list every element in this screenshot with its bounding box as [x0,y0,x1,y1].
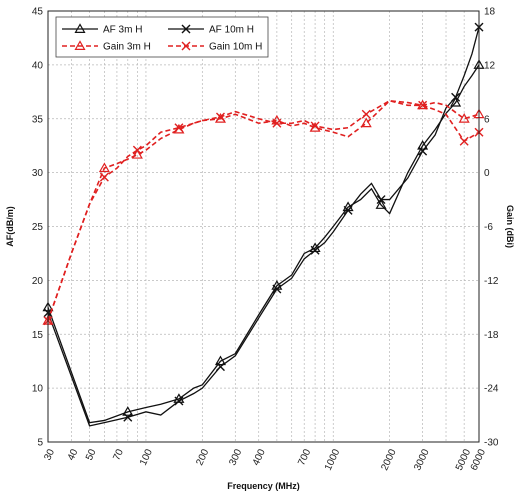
series-line [47,99,480,322]
y-left-tick-label: 35 [32,114,44,125]
y-axis-right-label: Gain (dBi) [505,205,515,248]
data-point [376,195,386,205]
data-point [361,109,371,119]
data-point [215,362,225,372]
y-left-tick-label: 15 [32,330,44,341]
data-point [174,396,184,406]
data-point [272,284,282,294]
series-line [47,99,480,322]
data-point [74,23,86,33]
y-right-tick-label: -18 [484,330,499,341]
data-point [74,40,86,50]
y-left-tick-label: 30 [32,168,44,179]
y-right-tick-label: -24 [484,384,499,395]
data-point [418,100,428,110]
y-left-tick-label: 20 [32,276,44,287]
x-axis-label: Frequency (MHz) [227,481,300,491]
data-point [174,123,184,133]
data-point [131,148,143,159]
y-right-tick-label: -12 [484,276,499,287]
data-point [214,355,227,366]
data-point [272,118,282,128]
data-point [450,96,462,107]
data-point [458,113,470,123]
x-tick-label: 30 [42,447,57,462]
data-point [181,24,191,34]
y-right-tick-label: 18 [484,7,496,18]
y-left-tick-label: 5 [37,438,43,449]
legend-entry: Gain 10m H [168,42,262,53]
data-point [122,406,134,416]
data-point [360,117,372,128]
y-right-tick-label: 12 [484,60,496,71]
legend: AF 3m H AF 10m H Gain 3m H Gain 10m H [55,16,269,58]
legend-label: AF 3m H [103,25,142,36]
data-point [459,136,469,146]
series-layer [42,22,485,427]
y-left-tick-label: 25 [32,222,44,233]
legend-entry: AF 3m H [62,23,142,36]
series-gain-10m-h [43,99,484,326]
legend-box [55,16,269,58]
data-point [417,99,429,110]
data-point [310,245,320,255]
legend-label: AF 10m H [209,25,254,36]
data-point [98,162,110,173]
y-right-tick-label: 0 [484,168,490,179]
x-tick-label: 70 [111,447,126,462]
data-point [132,145,142,155]
data-point [343,205,353,215]
legend-entry: Gain 3m H [62,40,151,53]
data-point [99,172,109,182]
plot-frame [47,10,480,443]
legend-label: Gain 3m H [103,42,151,53]
series-line [47,64,480,424]
y-right-tick-label: -30 [484,438,499,449]
data-point [451,92,461,102]
y-left-tick-label: 10 [32,384,44,395]
y-left-tick-label: 40 [32,60,44,71]
x-tick-label: 50 [84,447,99,462]
data-point [123,412,133,422]
y-left-tick-label: 45 [32,7,44,18]
y-axis-left-label: AF(dB/m) [5,206,15,247]
data-point [375,199,387,209]
x-tick-label: 40 [66,447,81,462]
data-point [310,121,320,131]
data-point [214,113,227,123]
data-point [417,139,429,150]
legend-entry: AF 10m H [168,25,254,36]
data-point [215,112,225,122]
y-right-tick-label: 6 [484,114,490,125]
data-point [418,146,428,156]
legend-label: Gain 10m H [209,42,262,53]
data-point [181,41,191,51]
data-point [309,122,321,132]
y-right-tick-label: -6 [484,222,493,233]
